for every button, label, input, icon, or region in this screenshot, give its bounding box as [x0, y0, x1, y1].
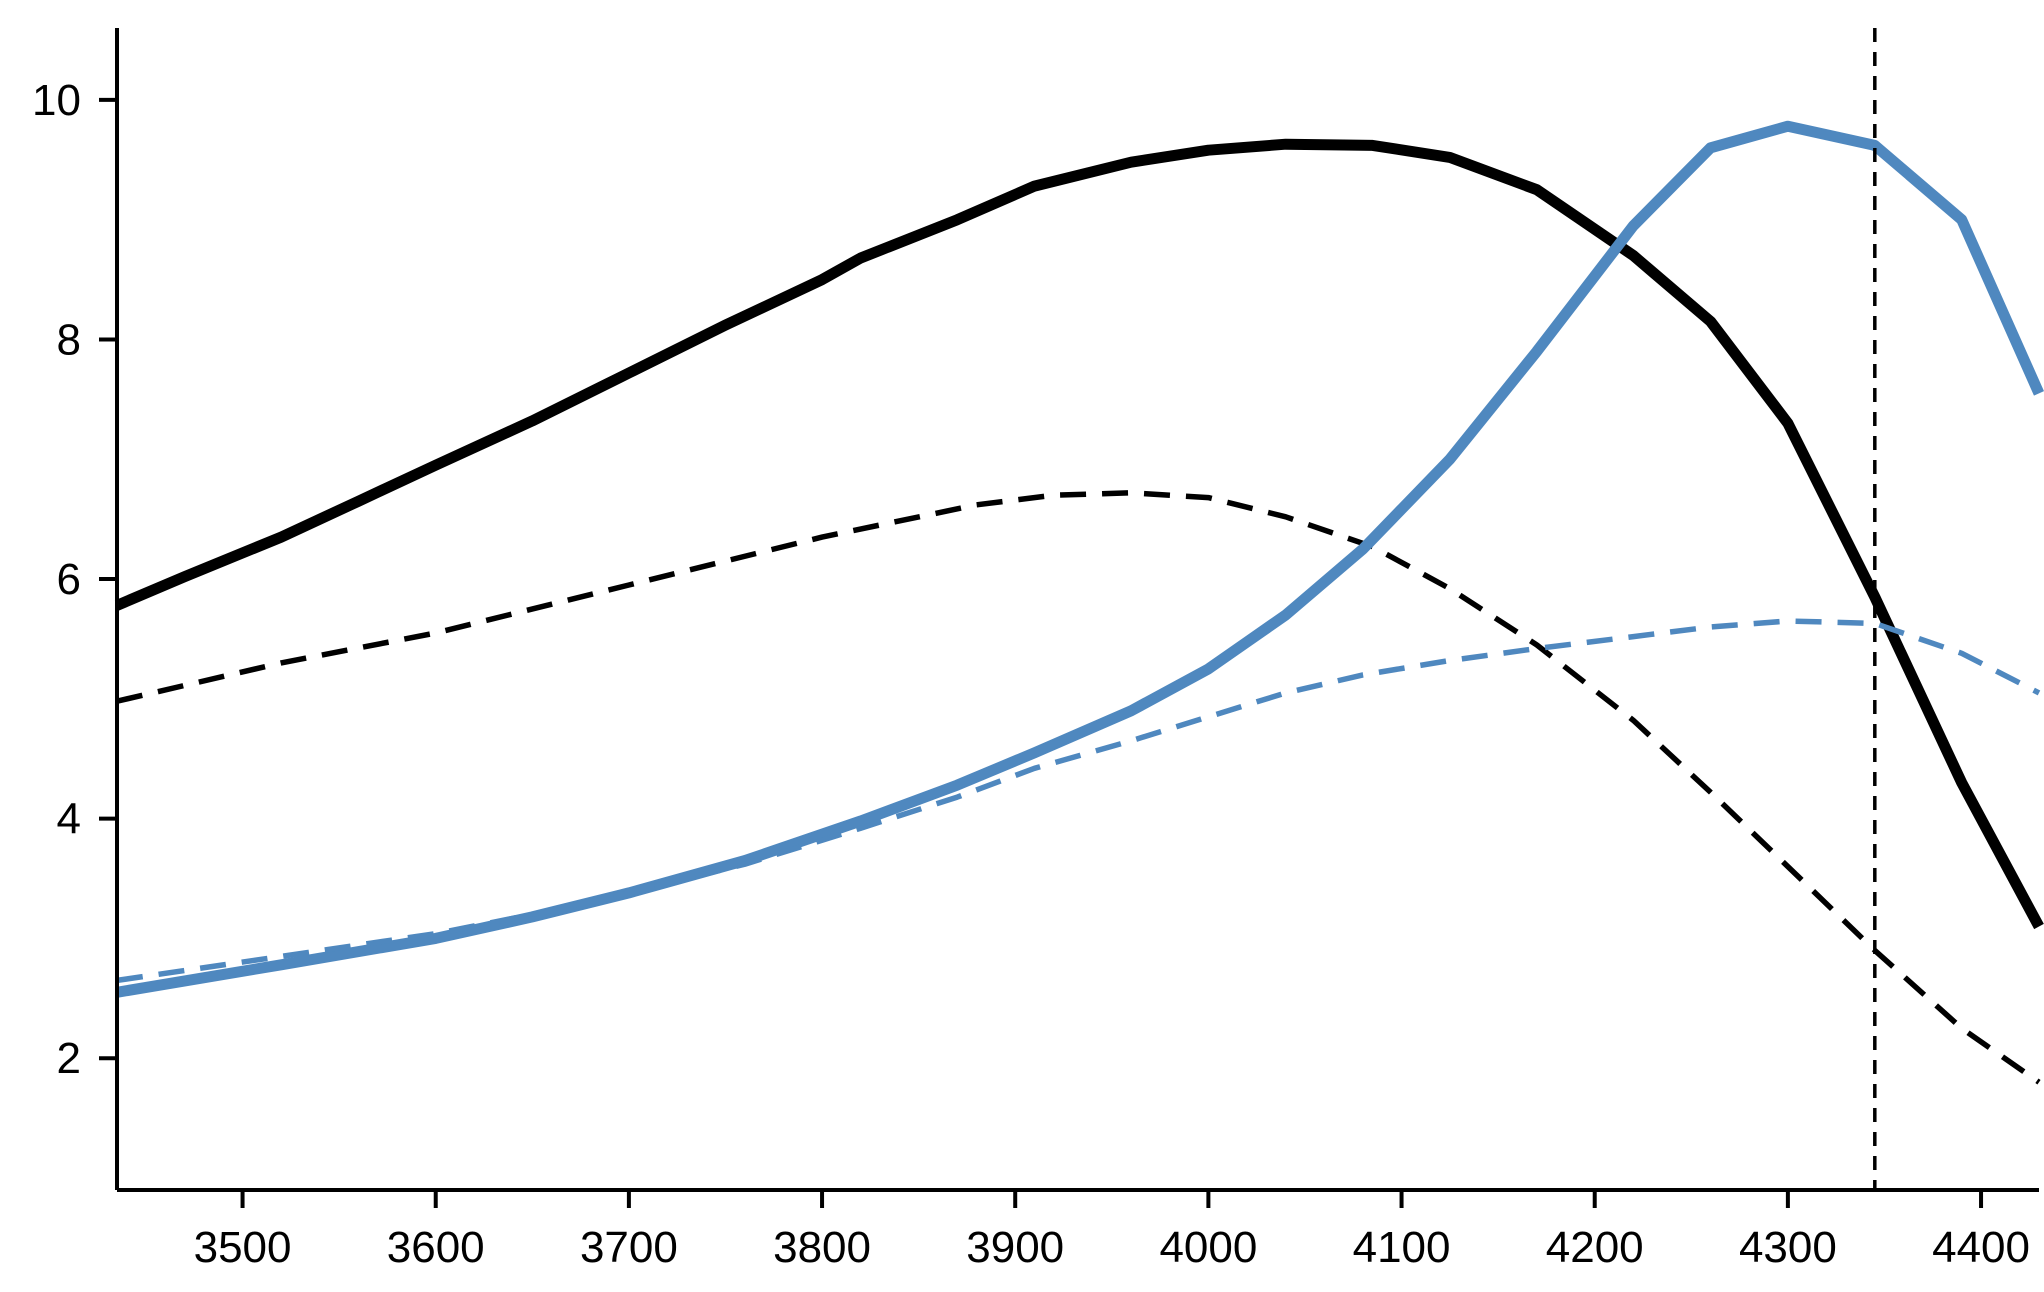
- series-line-1: [114, 138, 2044, 930]
- y-tick-label: 8: [57, 315, 81, 364]
- x-tick-label: 4400: [1932, 1223, 2030, 1272]
- x-tick-label: 3600: [387, 1223, 485, 1272]
- x-tick-label: 3900: [966, 1223, 1064, 1272]
- x-axis-ticks: 3500 3600 3700 3800 3900 4000 4100 4200 4300 4400: [194, 1190, 2030, 1272]
- x-tick-label: 4100: [1353, 1223, 1451, 1272]
- series-line-3: [116, 120, 2044, 998]
- series-line-2: [116, 490, 2041, 1085]
- y-tick-label: 6: [57, 555, 81, 604]
- y-tick-label: 4: [57, 795, 81, 844]
- x-tick-label: 3800: [773, 1223, 871, 1272]
- y-tick-label: 10: [32, 76, 81, 125]
- axes: [115, 28, 2039, 1192]
- x-tick-label: 4200: [1546, 1223, 1644, 1272]
- x-tick-label: 4300: [1739, 1223, 1837, 1272]
- x-tick-label: 3500: [194, 1223, 292, 1272]
- series-line-4: [116, 618, 2041, 984]
- series-layer: [114, 120, 2044, 1085]
- y-axis-ticks: 2 4 6 8 10: [32, 76, 117, 1083]
- x-tick-label: 3700: [580, 1223, 678, 1272]
- y-tick-label: 2: [57, 1034, 81, 1083]
- x-tick-label: 4000: [1159, 1223, 1257, 1272]
